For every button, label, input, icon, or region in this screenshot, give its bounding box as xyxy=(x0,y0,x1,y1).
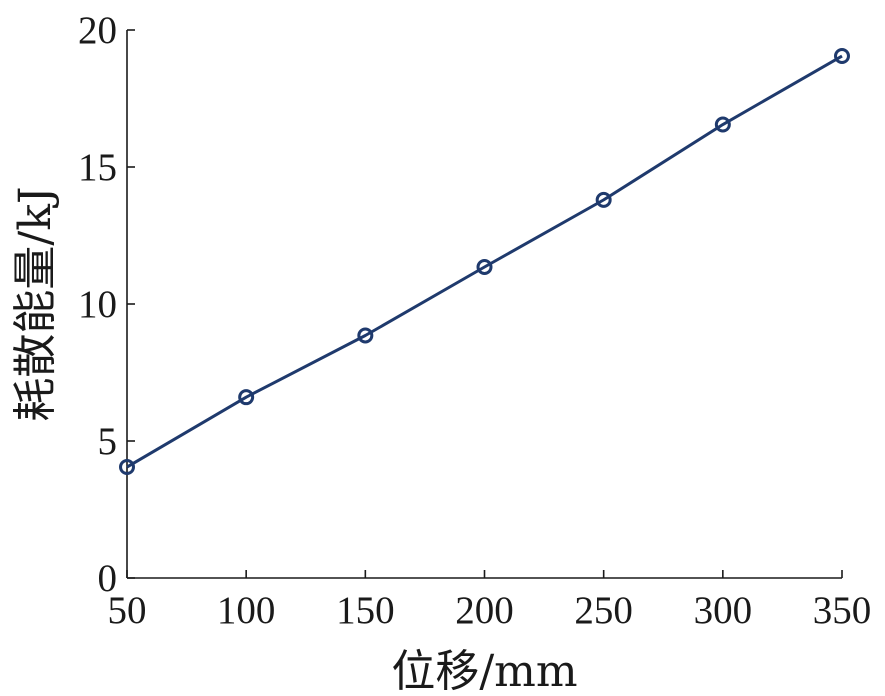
plot-area xyxy=(119,48,850,476)
y-tick-label: 0 xyxy=(98,557,118,600)
x-tick-label: 100 xyxy=(217,589,276,632)
y-tick-label: 15 xyxy=(78,146,117,189)
data-point xyxy=(595,191,612,208)
data-point xyxy=(238,389,255,406)
data-point xyxy=(476,259,493,276)
data-point xyxy=(357,327,374,344)
data-point xyxy=(714,116,731,133)
x-axis-title: 位移/mm xyxy=(391,646,577,696)
x-tick-label: 250 xyxy=(574,589,633,632)
y-axis-title: 耗散能量/kJ xyxy=(10,186,61,421)
x-ticks: 50 100 150 200 250 300 350 xyxy=(108,570,872,632)
y-ticks: 0 5 10 15 20 xyxy=(78,9,135,600)
x-tick-label: 350 xyxy=(813,589,872,632)
x-tick-label: 150 xyxy=(336,589,395,632)
x-tick-label: 200 xyxy=(455,589,514,632)
y-tick-label: 5 xyxy=(98,420,118,463)
data-point xyxy=(119,459,135,476)
data-point xyxy=(834,48,850,65)
y-tick-label: 20 xyxy=(78,9,117,52)
x-tick-label: 300 xyxy=(694,589,753,632)
x-tick-label: 50 xyxy=(108,589,147,632)
axes xyxy=(126,30,842,579)
y-tick-label: 10 xyxy=(78,283,117,326)
series-line xyxy=(126,54,843,469)
